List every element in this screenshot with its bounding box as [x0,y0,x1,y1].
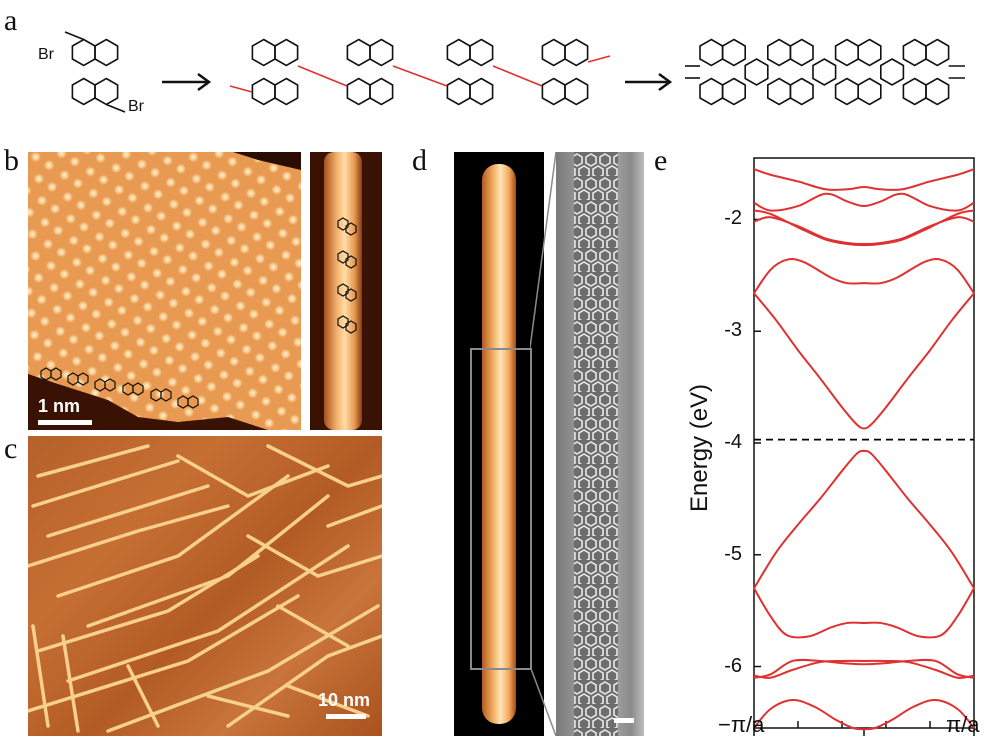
band-line-11 [753,699,975,731]
y-tick-label: -4 [724,431,742,453]
y-tick-label: -5 [724,542,742,565]
stm-image-c [28,436,382,736]
bromine-label-bottom: Br [128,98,144,115]
scale-bar-d [614,718,634,723]
panel-label-b: b [4,144,19,177]
scale-bar-b [38,420,92,425]
molecule-overlay-ribbon [337,217,357,334]
stm-image-d-overview [454,152,544,736]
y-tick-label: -2 [724,207,742,230]
band-line-2 [753,192,975,212]
molecule-overlay-b [40,367,199,409]
ribbon-strand-b [324,152,362,430]
scale-label-b: 1 nm [38,396,81,416]
graphene-nanoribbon-product [685,38,965,106]
reaction-arrow-2 [625,72,673,92]
band-line-4 [753,216,975,246]
scale-bar-c [326,714,366,719]
y-tick-label: -6 [724,654,742,677]
band-lines [753,168,975,731]
reaction-arrow-1 [162,72,212,92]
reaction-scheme [64,31,965,113]
stm-image-b-ribbon [310,152,382,430]
band-line-9 [753,658,975,679]
band-line-10 [753,659,975,679]
panel-label-d: d [412,144,427,177]
band-line-3 [753,209,975,247]
nanoribbon-network [28,444,382,733]
monomer-molecule [64,31,126,113]
zoom-connector-lines [530,152,557,736]
band-line-7 [753,449,975,589]
band-line-1 [753,168,975,191]
band-structure-chart [753,157,975,736]
x-tick-label-left: −π/a [718,712,765,737]
stm-lattice-pattern [28,152,301,430]
y-axis-label: Energy (eV) [686,383,713,512]
stm-image-b-large [28,152,301,430]
polymer-intermediate [229,38,611,106]
bromine-label-top: Br [38,46,54,63]
ribbon-strand-d [482,164,516,724]
panel-label-c: c [4,432,18,465]
band-line-6 [753,292,975,430]
zoom-region-box [470,348,532,670]
x-tick-label-right: π/a [946,712,980,737]
panel-label-e: e [654,144,668,177]
band-line-5 [753,258,975,294]
stm-image-d-zoom [556,152,644,736]
panel-label-a: a [4,4,18,37]
scale-label-c: 10 nm [318,690,371,710]
band-line-8 [753,587,975,639]
zoom-honeycomb-pattern [574,152,618,736]
y-tick-label: -3 [724,319,742,342]
